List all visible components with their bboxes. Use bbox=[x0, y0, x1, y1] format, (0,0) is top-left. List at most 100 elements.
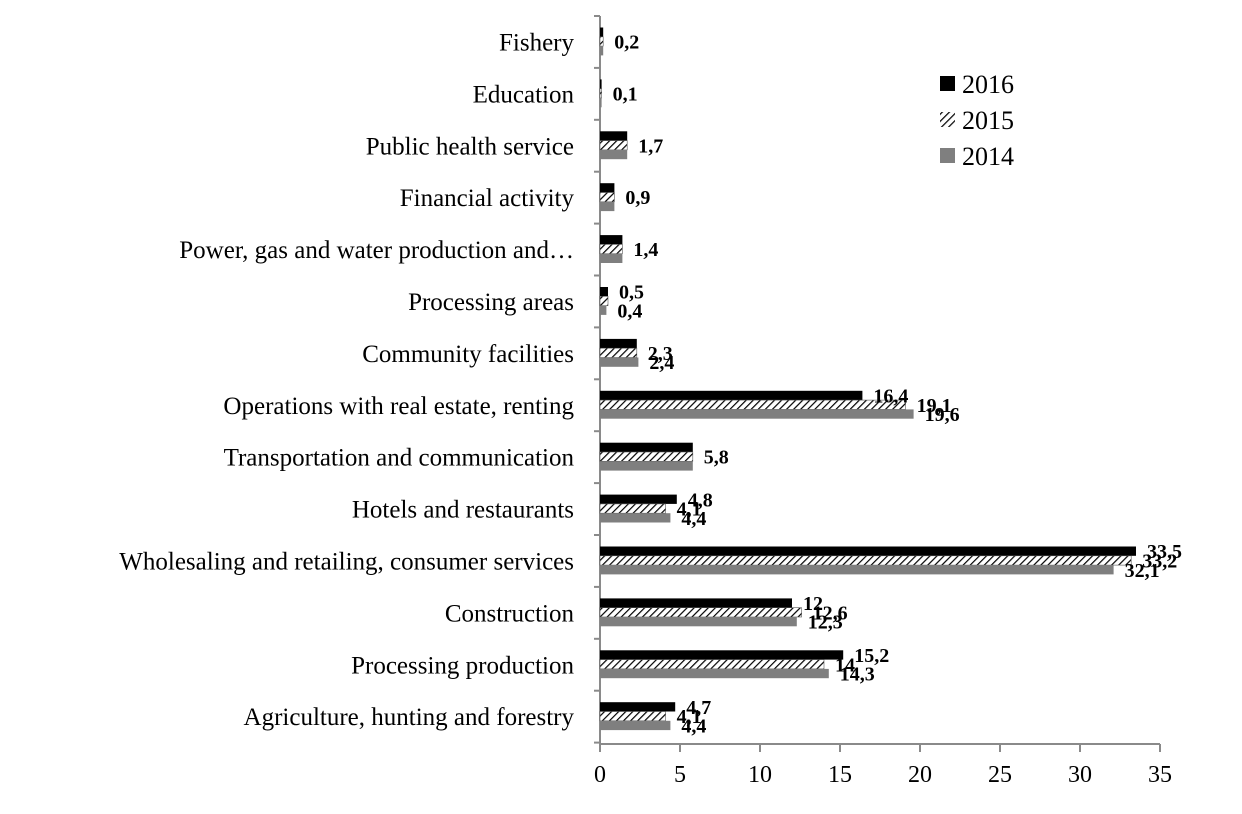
data-label: 1,7 bbox=[638, 135, 663, 157]
legend-label: 2015 bbox=[962, 106, 1014, 135]
legend-swatch-2015 bbox=[940, 112, 955, 127]
data-label: 0,4 bbox=[617, 300, 642, 322]
category-label: Education bbox=[473, 81, 575, 108]
category-label: Processing areas bbox=[408, 289, 574, 316]
category-label: Power, gas and water production and… bbox=[179, 237, 574, 264]
x-tick-label: 30 bbox=[1068, 762, 1092, 788]
bars-group bbox=[599, 27, 1136, 731]
data-label: 2,3 bbox=[648, 343, 673, 365]
data-label: 4,8 bbox=[688, 489, 713, 511]
category-label: Wholesaling and retailing, consumer serv… bbox=[119, 548, 574, 575]
data-label: 32,1 bbox=[1125, 560, 1160, 582]
bar-2014 bbox=[600, 720, 671, 731]
x-tick-label: 10 bbox=[748, 762, 772, 788]
bar-2016 bbox=[600, 27, 604, 37]
bar-2016 bbox=[600, 287, 608, 297]
bar-2015 bbox=[599, 244, 623, 254]
bar-2015 bbox=[599, 503, 666, 514]
category-label: Processing production bbox=[351, 652, 574, 679]
x-tick-label: 0 bbox=[594, 762, 606, 788]
data-label: 19,1 bbox=[917, 395, 952, 417]
category-label: Agriculture, hunting and forestry bbox=[244, 704, 575, 731]
bar-2014 bbox=[600, 617, 797, 627]
data-label: 2,4 bbox=[649, 352, 674, 374]
bar-2016 bbox=[600, 390, 863, 401]
bar-2014 bbox=[600, 513, 671, 523]
bar-2015 bbox=[599, 659, 825, 670]
data-label: 1,4 bbox=[633, 239, 658, 261]
bar-2015 bbox=[599, 555, 1132, 566]
data-label: 4,1 bbox=[677, 499, 702, 521]
bar-2014 bbox=[600, 253, 623, 263]
data-label: 5,8 bbox=[704, 447, 729, 469]
bar-2014 bbox=[600, 46, 604, 56]
bar-2014 bbox=[600, 201, 615, 212]
x-axis: 0 5 10 15 20 25 30 35 bbox=[594, 743, 1172, 788]
bar-2015 bbox=[599, 295, 609, 306]
bar-2014 bbox=[600, 668, 829, 679]
data-label: 4,4 bbox=[681, 508, 706, 530]
data-label: 0,1 bbox=[613, 83, 638, 105]
data-label: 0,2 bbox=[614, 31, 639, 53]
bar-2014 bbox=[600, 565, 1114, 575]
bar-2016 bbox=[600, 442, 693, 452]
data-label: 12 bbox=[803, 593, 823, 615]
bar-2016 bbox=[600, 235, 623, 245]
category-label: Transportation and communication bbox=[224, 445, 575, 472]
bar-2015 bbox=[599, 451, 694, 462]
bar-2015 bbox=[599, 607, 802, 618]
bar-2016 bbox=[600, 598, 792, 608]
bar-2016 bbox=[600, 338, 637, 349]
bar-2016 bbox=[600, 702, 676, 712]
x-tick-label: 20 bbox=[908, 762, 932, 788]
x-tick-label: 15 bbox=[828, 762, 852, 788]
data-label: 16,4 bbox=[873, 385, 908, 407]
data-label: 0,5 bbox=[619, 282, 644, 304]
bar-2016 bbox=[600, 546, 1136, 556]
category-label: Construction bbox=[445, 600, 575, 627]
legend-label: 2014 bbox=[962, 142, 1014, 171]
bar-2014 bbox=[600, 409, 914, 419]
data-label: 4,4 bbox=[681, 715, 706, 737]
plot-area: 0 5 10 15 20 25 30 35 Fishery Education Public he… bbox=[119, 15, 1182, 788]
data-label: 12,6 bbox=[813, 602, 848, 624]
bar-2016 bbox=[600, 650, 844, 660]
data-label: 0,9 bbox=[625, 187, 650, 209]
category-label: Community facilities bbox=[362, 341, 574, 368]
bar-2015 bbox=[599, 711, 666, 722]
data-label: 19,6 bbox=[925, 404, 960, 426]
legend-swatch-2016 bbox=[940, 76, 955, 91]
bar-2014 bbox=[600, 98, 602, 108]
data-label: 4,1 bbox=[677, 706, 702, 728]
bar-2015 bbox=[599, 88, 602, 99]
category-label: Financial activity bbox=[400, 185, 575, 212]
data-label: 12,3 bbox=[808, 612, 843, 634]
bar-2016 bbox=[600, 131, 628, 141]
data-label: 14,3 bbox=[840, 664, 875, 686]
category-label: Operations with real estate, renting bbox=[223, 393, 574, 420]
data-label: 33,2 bbox=[1142, 550, 1177, 572]
category-label: Hotels and restaurants bbox=[352, 497, 574, 524]
bar-2016 bbox=[600, 494, 677, 504]
data-label: 4,7 bbox=[686, 697, 711, 719]
category-label: Fishery bbox=[499, 29, 575, 56]
bar-2014 bbox=[600, 149, 628, 160]
bar-2015 bbox=[599, 36, 604, 47]
bar-2014 bbox=[600, 305, 607, 315]
x-tick-label: 35 bbox=[1148, 762, 1172, 788]
bar-2015 bbox=[599, 347, 638, 358]
x-tick-label: 5 bbox=[674, 762, 686, 788]
legend-swatch-2014 bbox=[940, 148, 955, 163]
y-axis: Fishery Education Public health service Fin… bbox=[119, 15, 601, 744]
bar-2016 bbox=[600, 79, 602, 89]
bar-2015 bbox=[599, 192, 615, 203]
bar-2015 bbox=[599, 399, 906, 410]
bar-2014 bbox=[600, 461, 693, 471]
x-tick-label: 25 bbox=[988, 762, 1012, 788]
data-label: 14 bbox=[835, 654, 855, 676]
bar-2014 bbox=[600, 357, 639, 367]
bar-2016 bbox=[600, 183, 615, 193]
legend-label: 2016 bbox=[962, 70, 1014, 99]
data-label: 15,2 bbox=[854, 645, 889, 667]
